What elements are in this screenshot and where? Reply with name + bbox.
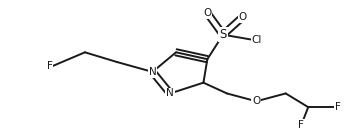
Text: O: O xyxy=(252,96,261,106)
Text: O: O xyxy=(239,12,247,22)
Text: Cl: Cl xyxy=(251,35,262,45)
Text: F: F xyxy=(298,120,304,130)
Text: N: N xyxy=(166,88,174,98)
Text: F: F xyxy=(47,61,53,71)
Text: F: F xyxy=(335,102,341,112)
Text: S: S xyxy=(219,28,227,41)
Text: O: O xyxy=(203,8,211,18)
Text: N: N xyxy=(149,67,156,77)
